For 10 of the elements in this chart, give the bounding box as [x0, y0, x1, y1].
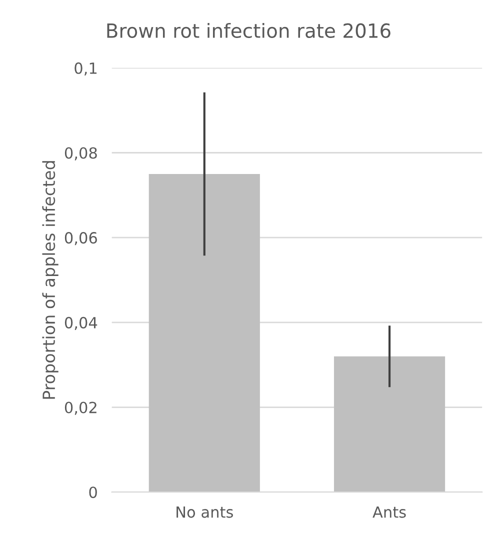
x-tick-label: Ants [372, 506, 406, 518]
y-tick-label: 0 [89, 486, 97, 498]
x-tick-label: No ants [176, 506, 233, 518]
y-axis-title: Proportion of apples infected [42, 161, 58, 399]
y-tick-label: 0,06 [64, 232, 97, 246]
y-tick-label: 0,1 [74, 62, 97, 76]
chart-title: Brown rot infection rate 2016 [107, 22, 390, 38]
y-tick-label: 0,08 [64, 147, 97, 160]
y-tick-label: 0,04 [64, 316, 98, 330]
y-tick-label: 0,02 [64, 402, 96, 415]
